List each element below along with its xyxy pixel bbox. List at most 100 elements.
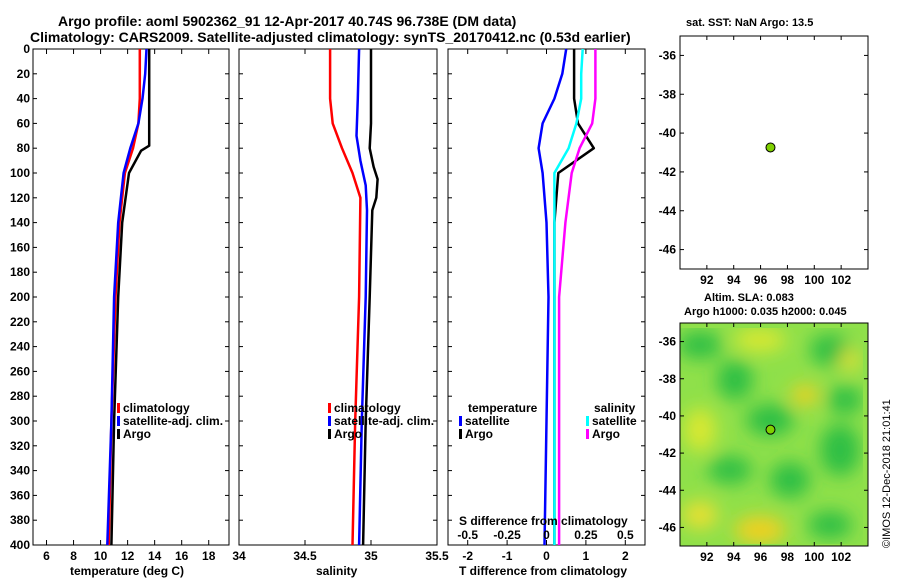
sla-map-title-2: Argo h1000: 0.035 h2000: 0.045 bbox=[684, 306, 847, 318]
difference-salinity-legend-label: satellite bbox=[592, 414, 637, 428]
sst-map-title: sat. SST: NaN Argo: 13.5 bbox=[686, 17, 813, 29]
depth-tick-label: 140 bbox=[10, 216, 30, 230]
depth-tick-label: 360 bbox=[10, 488, 30, 502]
difference-salinity-legend-swatch bbox=[586, 429, 589, 439]
depth-tick-label: 0 bbox=[23, 42, 30, 56]
difference-series-salinity-argo bbox=[557, 49, 597, 545]
difference-xtick-label: 0 bbox=[543, 549, 550, 563]
salinity-legend-swatch bbox=[328, 403, 331, 413]
sst-map-xtick-label: 96 bbox=[754, 273, 768, 287]
depth-tick-label: 180 bbox=[10, 265, 30, 279]
depth-tick-label: 40 bbox=[17, 92, 31, 106]
salinity-series-climatology bbox=[328, 49, 362, 546]
depth-tick-label: 120 bbox=[10, 191, 30, 205]
sst-map-xtick-label: 94 bbox=[727, 273, 741, 287]
salinity-legend-label: satellite-adj. clim. bbox=[334, 414, 434, 428]
depth-tick-label: 340 bbox=[10, 464, 30, 478]
header-line-1: Argo profile: aoml 5902362_91 12-Apr-201… bbox=[58, 13, 516, 29]
sst-map-ytick-label: -40 bbox=[659, 126, 677, 140]
sla-map-xtick-label: 98 bbox=[781, 550, 795, 564]
difference-series-temperature-satellite bbox=[537, 48, 568, 546]
sst-map-ytick-label: -38 bbox=[659, 87, 677, 101]
temperature-xlabel: temperature (deg C) bbox=[70, 564, 184, 578]
depth-tick-label: 380 bbox=[10, 513, 30, 527]
depth-tick-label: 240 bbox=[10, 340, 30, 354]
difference-legend-title-temperature: temperature bbox=[468, 401, 538, 415]
sst-map-xtick-label: 102 bbox=[831, 273, 851, 287]
difference-xtick-label: -2 bbox=[462, 549, 473, 563]
difference-series-salinity-satellite bbox=[553, 48, 584, 545]
depth-tick-label: 280 bbox=[10, 389, 30, 403]
sla-map: 92 94 96 98 100 102 -36 -38 -40 -42 -44 -46 bbox=[659, 323, 868, 564]
temperature-xtick-label: 18 bbox=[202, 549, 216, 563]
temperature-series-satellite-adj-clim- bbox=[106, 48, 148, 546]
sla-map-ytick-label: -46 bbox=[659, 520, 677, 534]
depth-tick-label: 20 bbox=[17, 67, 31, 81]
sst-map: 92 94 96 98 100 102 -36 -38 -40 -42 -44 -46 bbox=[659, 36, 868, 287]
temperature-xtick-label: 14 bbox=[148, 549, 162, 563]
temperature-plot-frame bbox=[32, 48, 230, 546]
sst-map-xtick-label: 98 bbox=[781, 273, 795, 287]
sla-map-argo-position-marker bbox=[765, 424, 776, 435]
sla-map-ytick-label: -42 bbox=[659, 446, 677, 460]
temperature-plot: 0 20 40 60 80 100 120 140 160 180 200 220 240 260 280 3… bbox=[10, 42, 229, 563]
sla-heatmap bbox=[680, 323, 868, 546]
sla-map-xtick-label: 96 bbox=[754, 550, 768, 564]
sst-map-xtick-label: 92 bbox=[700, 273, 714, 287]
temperature-xtick-label: 8 bbox=[70, 549, 77, 563]
difference-temperature-legend-label: Argo bbox=[465, 427, 493, 441]
difference-x2tick-label: 0.5 bbox=[617, 528, 634, 542]
depth-tick-label: 300 bbox=[10, 414, 30, 428]
depth-tick-label: 60 bbox=[17, 116, 31, 130]
sla-map-frame bbox=[679, 322, 869, 547]
salinity-xtick-label: 35.5 bbox=[425, 549, 449, 563]
difference-xlabel: T difference from climatology bbox=[459, 564, 627, 578]
sst-map-ytick-label: -44 bbox=[659, 204, 677, 218]
salinity-xtick-label: 34 bbox=[232, 549, 246, 563]
difference-x2tick-label: 0 bbox=[543, 528, 550, 542]
difference-temperature-legend-swatch bbox=[459, 429, 462, 439]
sla-map-ytick-label: -40 bbox=[659, 409, 677, 423]
salinity-legend-label: Argo bbox=[334, 427, 362, 441]
depth-tick-label: 220 bbox=[10, 315, 30, 329]
temperature-legend-swatch bbox=[117, 416, 120, 426]
sla-map-xtick-label: 102 bbox=[831, 550, 851, 564]
difference-x2tick-label: 0.25 bbox=[574, 528, 598, 542]
difference-x2label: S difference from climatology bbox=[459, 514, 628, 528]
temperature-legend-label: Argo bbox=[123, 427, 151, 441]
sla-map-xtick-label: 100 bbox=[804, 550, 824, 564]
temperature-legend-label: satellite-adj. clim. bbox=[123, 414, 223, 428]
sla-map-title-1: Altim. SLA: 0.083 bbox=[704, 292, 794, 304]
sla-map-xtick-label: 92 bbox=[700, 550, 714, 564]
salinity-xtick-label: 34.5 bbox=[293, 549, 317, 563]
temperature-legend-swatch bbox=[117, 403, 120, 413]
difference-xtick-label: 1 bbox=[583, 549, 590, 563]
difference-xtick-label: 2 bbox=[622, 549, 629, 563]
salinity-plot-frame bbox=[238, 48, 438, 546]
depth-tick-label: 260 bbox=[10, 364, 30, 378]
sla-map-xtick-label: 94 bbox=[727, 550, 741, 564]
difference-salinity-legend-label: Argo bbox=[592, 427, 620, 441]
temperature-xtick-label: 16 bbox=[175, 549, 189, 563]
difference-x2tick-label: -0.25 bbox=[493, 528, 521, 542]
sla-map-ytick-label: -44 bbox=[659, 483, 677, 497]
salinity-xtick-label: 35 bbox=[364, 549, 378, 563]
salinity-series-argo bbox=[361, 49, 379, 546]
depth-tick-label: 100 bbox=[10, 166, 30, 180]
sla-map-ytick-label: -38 bbox=[659, 372, 677, 386]
header-line-2: Climatology: CARS2009. Satellite-adjuste… bbox=[30, 29, 631, 45]
sst-map-xtick-label: 100 bbox=[804, 273, 824, 287]
difference-x2tick-label: -0.5 bbox=[457, 528, 478, 542]
depth-tick-label: 400 bbox=[10, 538, 30, 552]
difference-plot: -2 -1 0 1 2 -0.5 -0.25 0 0.25 0.5 temperature salin… bbox=[448, 48, 645, 563]
salinity-xlabel: salinity bbox=[316, 564, 358, 578]
temperature-xtick-label: 6 bbox=[43, 549, 50, 563]
temperature-xtick-label: 10 bbox=[94, 549, 108, 563]
difference-salinity-legend-swatch bbox=[586, 416, 589, 426]
sst-map-ytick-label: -46 bbox=[659, 243, 677, 257]
sst-map-ytick-label: -42 bbox=[659, 165, 677, 179]
credit-label: ©IMOS 12-Dec-2018 21:01:41 bbox=[881, 399, 893, 548]
temperature-legend-label: climatology bbox=[123, 401, 190, 415]
